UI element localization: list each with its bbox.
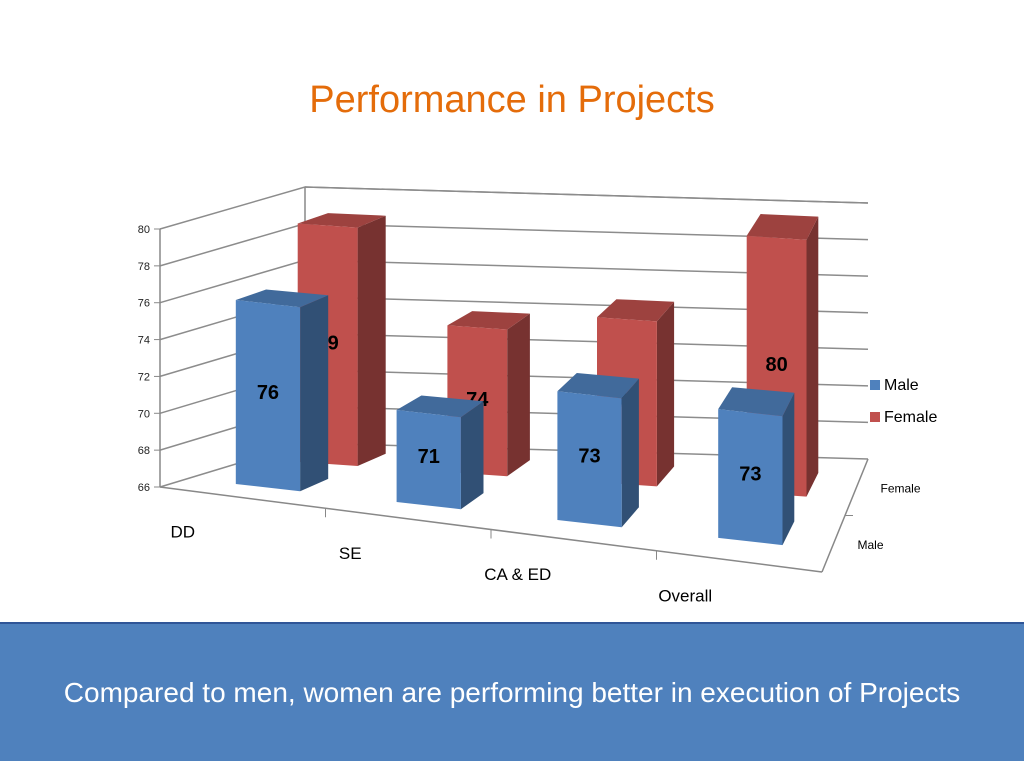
depth-axis-label: Female [881, 481, 921, 495]
female-bar-side [806, 216, 819, 497]
y-tick-label: 74 [138, 335, 150, 347]
male-bar-top [235, 289, 329, 308]
x-category-label: Overall [658, 586, 712, 605]
y-tick-label: 80 [138, 224, 150, 236]
male-data-label: 76 [257, 382, 279, 404]
female-bar-top [597, 299, 675, 322]
caption-box: Compared to men, women are performing be… [0, 622, 1024, 761]
legend-label: Male [884, 377, 919, 394]
male-bar [557, 391, 622, 528]
male-bar-side [782, 392, 795, 546]
x-category-label: CA & ED [484, 565, 551, 584]
y-tick-label: 76 [138, 298, 150, 310]
legend-swatch-female [870, 412, 880, 422]
female-bar-top [297, 213, 386, 228]
y-tick-label: 68 [138, 445, 150, 457]
gridline [159, 186, 869, 230]
female-bar-side [507, 313, 530, 477]
male-bar-side [621, 378, 639, 528]
male-bar-top [557, 373, 639, 399]
male-data-label: 73 [578, 446, 600, 468]
male-bar-top [718, 387, 795, 417]
y-tick-label: 72 [138, 371, 150, 383]
male-bar-top [396, 395, 484, 418]
y-tick-label: 70 [138, 408, 150, 420]
female-bar-top [746, 214, 819, 240]
male-data-label: 71 [418, 446, 440, 468]
female-bar-top [447, 311, 530, 330]
female-bar-side [357, 215, 386, 466]
slide-title: Performance in Projects [309, 79, 715, 121]
depth-axis-label: Male [858, 538, 884, 552]
bar-chart: 66 68 70 72 74 76 78 80 DD SE CA & ED Overall Male Fe… [138, 186, 937, 605]
x-category-label: DD [170, 523, 195, 542]
male-bar [718, 409, 783, 546]
male-data-label: 73 [739, 464, 761, 486]
x-category-label: SE [339, 544, 362, 563]
male-bar-side [460, 401, 484, 510]
y-tick-label: 78 [138, 261, 150, 273]
male-bar [396, 410, 461, 510]
caption-text: Compared to men, women are performing be… [63, 676, 961, 708]
male-bar [235, 300, 301, 492]
y-tick-label: 66 [138, 482, 150, 494]
female-bar-side [656, 301, 675, 487]
legend-swatch-male [870, 380, 880, 390]
female-data-label: 80 [765, 354, 787, 376]
legend-label: Female [884, 409, 937, 426]
male-bar-side [300, 295, 329, 492]
